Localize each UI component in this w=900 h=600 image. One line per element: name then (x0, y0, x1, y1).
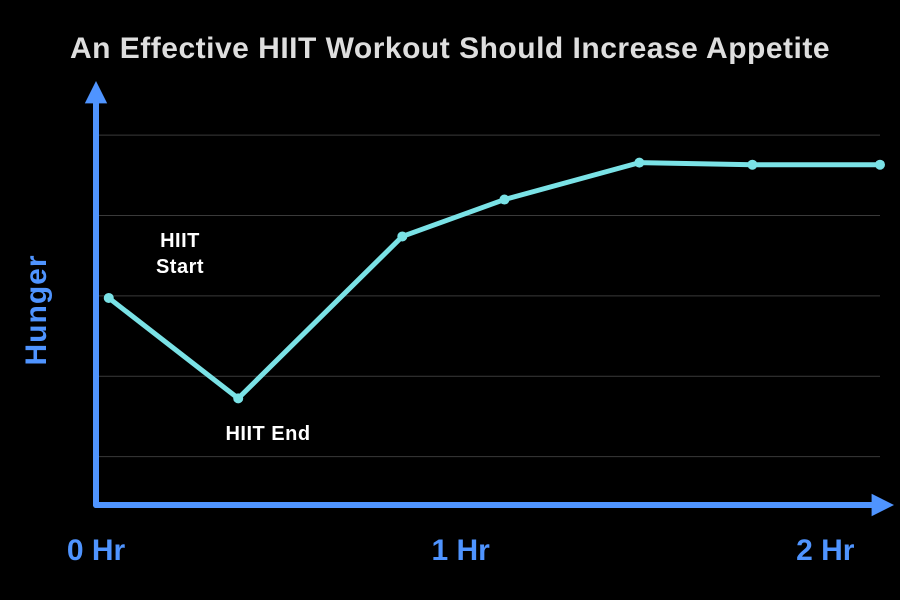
data-point (634, 158, 644, 168)
chart-container: HIITStartHIIT End Hunger 0 Hr1 Hr2 Hr An… (0, 0, 900, 600)
data-point (747, 160, 757, 170)
hunger-line-chart: HIITStartHIIT End Hunger 0 Hr1 Hr2 Hr An… (0, 0, 900, 600)
x-tick-label: 1 Hr (431, 534, 490, 567)
chart-title: An Effective HIIT Workout Should Increas… (70, 32, 830, 65)
x-tick-label: 2 Hr (796, 534, 855, 567)
data-point (397, 231, 407, 241)
data-point (499, 195, 509, 205)
data-point (233, 393, 243, 403)
annotation-hiit-end: HIIT End (225, 423, 310, 445)
data-point (875, 160, 885, 170)
data-point (104, 293, 114, 303)
x-tick-label: 0 Hr (67, 534, 126, 567)
y-axis-label: Hunger (20, 255, 53, 366)
chart-background (0, 0, 900, 600)
